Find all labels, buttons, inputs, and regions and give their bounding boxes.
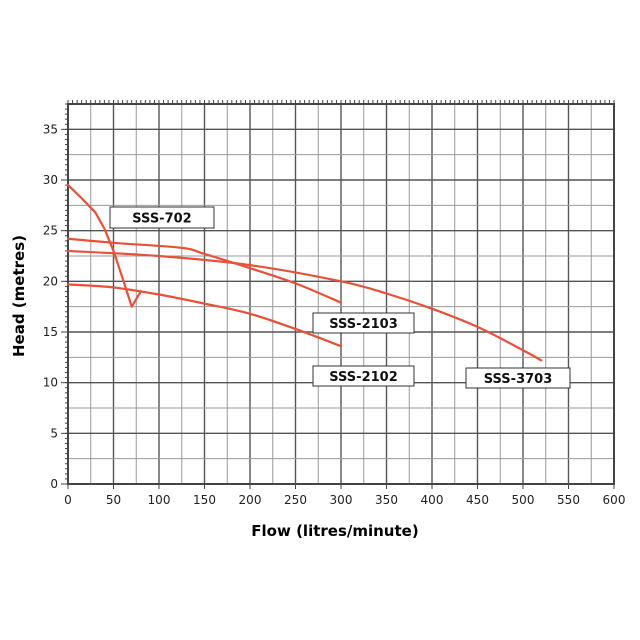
x-tick-label: 150 [193, 493, 216, 507]
y-tick-label: 5 [50, 426, 58, 440]
series-label-text: SSS-3703 [484, 372, 553, 387]
x-axis-title: Flow (litres/minute) [251, 522, 418, 540]
series-line-sss-3703 [66, 249, 543, 362]
series-label-box [312, 365, 415, 387]
series-label-text: SSS-2103 [329, 317, 398, 332]
x-tick-label: 200 [239, 493, 262, 507]
x-tick-label: 250 [284, 493, 307, 507]
axes: 0 50 100 150 200 250 300 350 400 450 500 550 600 0 5 10… [43, 100, 626, 507]
y-tick-label: 25 [43, 224, 58, 238]
series-label-box [465, 367, 571, 389]
series-label-sss-2103: SSS-2103 [312, 312, 415, 334]
x-tick-label: 550 [557, 493, 580, 507]
x-tick-label: 450 [466, 493, 489, 507]
series-label-sss-2102: SSS-2102 [312, 365, 415, 387]
series-label-sss-3703: SSS-3703 [465, 367, 571, 389]
series-line-sss-702 [66, 183, 142, 308]
series-label-box [312, 312, 415, 334]
y-tick-label: 35 [43, 122, 58, 136]
x-tick-label: 400 [421, 493, 444, 507]
series-line-sss-2103 [66, 237, 343, 304]
y-tick-label: 20 [43, 274, 58, 288]
x-tick-label: 0 [64, 493, 72, 507]
series-label-box [109, 206, 215, 229]
y-tick-label: 10 [43, 376, 58, 390]
series-line-sss-2102 [66, 283, 343, 348]
series-layer [66, 183, 543, 362]
series-label-text: SSS-702 [132, 212, 191, 227]
x-tick-label: 100 [148, 493, 171, 507]
y-tick-label: 15 [43, 325, 58, 339]
y-tick-label: 30 [43, 173, 58, 187]
series-label-text: SSS-2102 [329, 370, 398, 385]
series-labels: SSS-702 SSS-2103 SSS-2102 SSS-3703 [109, 206, 571, 389]
x-tick-label: 50 [106, 493, 121, 507]
x-tick-label: 500 [512, 493, 535, 507]
x-tick-label: 350 [375, 493, 398, 507]
x-tick-label: 600 [603, 493, 626, 507]
y-axis-title: Head (metres) [10, 235, 28, 357]
y-tick-label: 0 [50, 477, 58, 491]
series-label-sss-702: SSS-702 [109, 206, 215, 229]
x-tick-label: 300 [330, 493, 353, 507]
